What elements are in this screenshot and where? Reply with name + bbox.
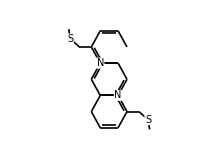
- Text: S: S: [67, 34, 73, 44]
- Text: N: N: [96, 58, 104, 68]
- Text: S: S: [145, 115, 151, 125]
- Text: N: N: [114, 90, 122, 100]
